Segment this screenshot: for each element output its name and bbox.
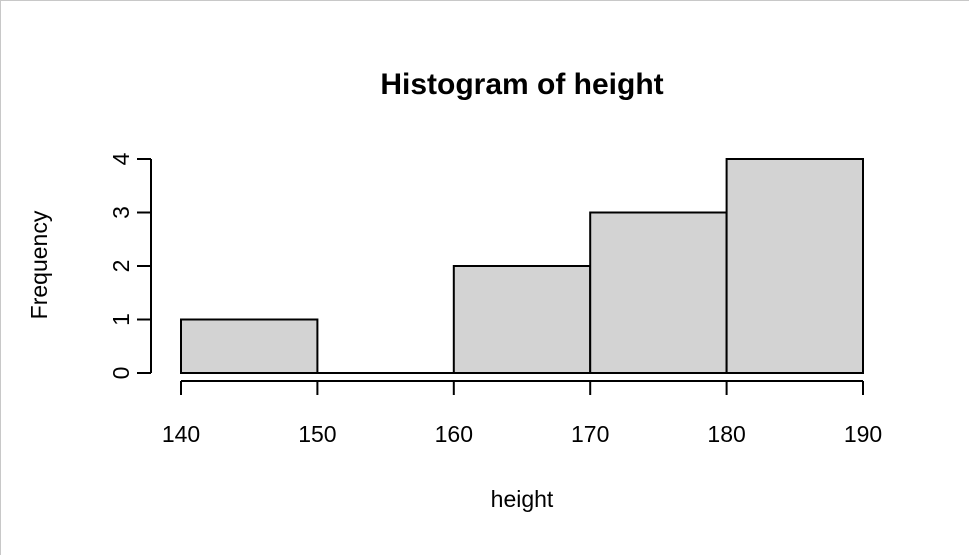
y-tick-label: 3 bbox=[108, 206, 134, 219]
x-axis-title: height bbox=[491, 486, 554, 512]
y-tick-label: 1 bbox=[108, 313, 134, 326]
y-tick-label: 0 bbox=[108, 367, 134, 380]
x-tick-label: 150 bbox=[298, 421, 336, 447]
histogram-bars bbox=[180, 158, 864, 374]
y-tick-label: 2 bbox=[108, 260, 134, 273]
x-tick-label: 170 bbox=[571, 421, 609, 447]
x-tick-label: 190 bbox=[844, 421, 882, 447]
y-tick-label: 4 bbox=[108, 152, 134, 165]
histogram-bar-170-180 bbox=[589, 211, 728, 374]
y-axis-title: Frequency bbox=[26, 210, 52, 319]
x-tick-label: 160 bbox=[435, 421, 473, 447]
y-axis: 0 1 2 3 4 bbox=[108, 152, 152, 380]
x-tick-label: 180 bbox=[707, 421, 745, 447]
x-axis: 140 150 160 170 180 190 bbox=[162, 380, 882, 447]
histogram-bar-140-150 bbox=[180, 318, 319, 374]
histogram-bar-160-170 bbox=[452, 265, 592, 374]
histogram-bar-180-190 bbox=[725, 158, 864, 374]
x-tick-label: 140 bbox=[162, 421, 200, 447]
chart-title: Histogram of height bbox=[380, 68, 663, 101]
